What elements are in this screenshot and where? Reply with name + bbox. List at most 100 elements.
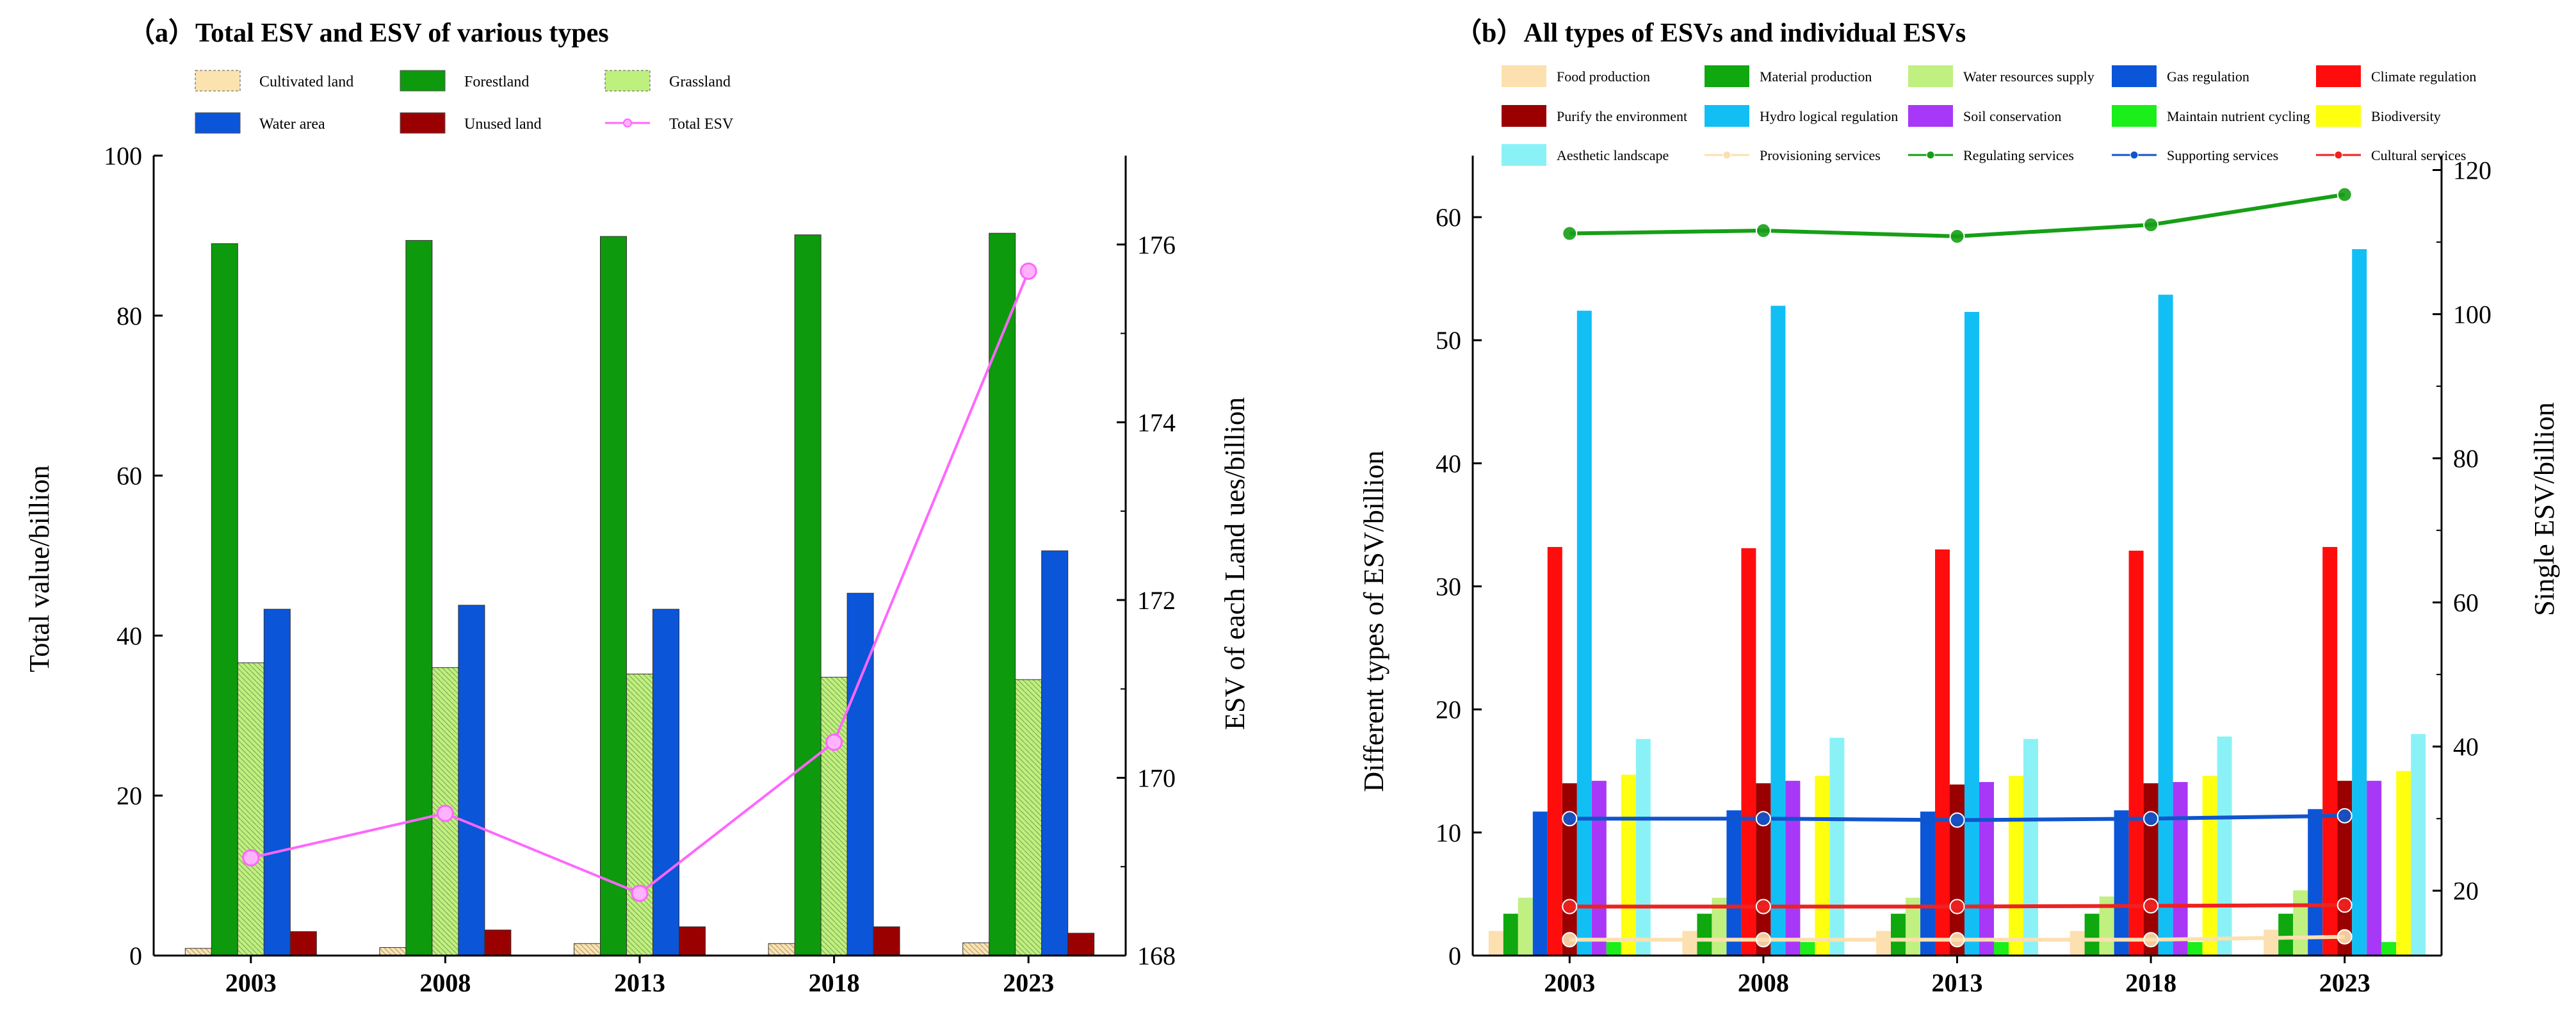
bar-food-production <box>2264 929 2279 956</box>
panel-a-y-tick-label: 60 <box>117 462 142 491</box>
bar-water-area <box>458 605 485 956</box>
panel-b-y2-tick-label: 80 <box>2453 444 2479 473</box>
panel-b-x-tick-label: 2013 <box>1932 968 1983 997</box>
legend-marker-cultural-services <box>2334 151 2343 159</box>
bar-hydro-logical-regulation <box>2158 295 2173 956</box>
bar-maintain-nutrient-cycling <box>1994 941 2009 956</box>
bar-forestland <box>794 234 822 956</box>
bar-soil-conservation <box>1785 781 1801 956</box>
bar-hatch-cultivated-land <box>768 943 795 956</box>
bar-purify-the-environment <box>1562 783 1577 956</box>
panel-b-x-tick-label: 2023 <box>2319 968 2370 997</box>
point-cultural-services <box>2143 898 2159 914</box>
bar-aesthetic-landscape <box>1635 738 1651 956</box>
panel-a-y2-tick-label: 170 <box>1137 763 1176 792</box>
bar-unused-land <box>873 926 900 956</box>
panel-a-y-tick-label: 0 <box>129 941 142 970</box>
panel-a-y-tick-label: 100 <box>104 142 142 170</box>
legend-label-water-resources-supply: Water resources supply <box>1963 69 2094 85</box>
panel-a-bars <box>184 232 1095 956</box>
legend-swatch-purify-the-environment <box>1502 105 1546 127</box>
panel-b-y2-tick-label: 20 <box>2453 877 2479 906</box>
bar-food-production <box>1682 931 1697 956</box>
legend-swatch-hydro-logical-regulation <box>1705 105 1749 127</box>
point-cultural-services <box>1562 899 1578 915</box>
bar-aesthetic-landscape <box>2023 738 2038 956</box>
panel-b-service-esv: （b）All types of ESVs and individual ESVs… <box>1358 18 2560 997</box>
point-supporting-services <box>2143 811 2159 827</box>
legend-label-regulating-services: Regulating services <box>1963 147 2074 163</box>
legend-swatch-gas-regulation <box>2112 65 2157 87</box>
panel-b-y2-axis-label: Single ESV/billion <box>2529 402 2560 616</box>
point-supporting-services <box>1562 811 1578 827</box>
legend-label-total-esv: Total ESV <box>669 116 734 133</box>
panel-a-x-tick-label: 2018 <box>809 968 860 997</box>
point-regulating-services <box>2337 186 2353 202</box>
panel-b-y-tick-label: 20 <box>1436 696 1461 724</box>
legend-label-grassland: Grassland <box>669 74 731 90</box>
point-total-esv <box>1019 262 1037 280</box>
legend-label-forestland: Forestland <box>464 74 529 90</box>
point-total-esv <box>242 849 260 867</box>
legend-label-supporting-services: Supporting services <box>2167 147 2278 163</box>
point-supporting-services <box>1949 812 1965 828</box>
panel-a-axes: 0 20 40 60 80 100 168 170 172 174 176 2003 2008 2013 2… <box>104 142 1176 997</box>
bar-biodiversity <box>1621 774 1636 956</box>
bar-hatch-cultivated-land <box>185 948 212 956</box>
bar-water-resources-supply <box>1518 897 1533 956</box>
bar-hydro-logical-regulation <box>2352 249 2367 956</box>
bar-maintain-nutrient-cycling <box>2187 941 2203 956</box>
point-regulating-services <box>1949 229 1965 245</box>
panel-b-axes: 0 10 20 30 40 50 60 20 40 60 80 100 120 2003 2008 2013 2… <box>1436 156 2491 997</box>
legend-swatch-biodiversity <box>2316 105 2361 127</box>
bar-soil-conservation <box>1591 781 1607 956</box>
bar-climate-regulation <box>1741 548 1756 956</box>
legend-label-climate-regulation: Climate regulation <box>2371 69 2476 85</box>
bar-soil-conservation <box>1979 782 1994 956</box>
legend-swatch-grassland <box>604 70 651 92</box>
bar-unused-land <box>289 931 317 956</box>
legend-label-unused-land: Unused land <box>464 116 542 133</box>
bar-climate-regulation <box>2322 547 2338 956</box>
bar-material-production <box>1697 913 1712 956</box>
panel-b-y-tick-label: 0 <box>1448 941 1461 970</box>
bar-soil-conservation <box>2173 782 2188 956</box>
panel-b-y2-tick-label: 60 <box>2453 589 2479 617</box>
bar-hatch-grassland <box>1015 680 1042 956</box>
bar-aesthetic-landscape <box>1829 737 1845 956</box>
legend-label-biodiversity: Biodiversity <box>2371 108 2441 124</box>
bar-water-area <box>1041 550 1069 956</box>
legend-label-purify-the-environment: Purify the environment <box>1557 108 1687 124</box>
point-supporting-services <box>1755 811 1771 827</box>
panel-a-y-tick-label: 40 <box>117 621 142 650</box>
legend-label-aesthetic-landscape: Aesthetic landscape <box>1557 147 1669 163</box>
point-total-esv <box>825 733 843 751</box>
panel-b-x-tick-label: 2008 <box>1738 968 1789 997</box>
legend-marker-provisioning-services <box>1722 151 1731 159</box>
panel-b-y-tick-label: 40 <box>1436 449 1461 478</box>
bar-maintain-nutrient-cycling <box>1606 941 1621 956</box>
panel-b-y-tick-label: 50 <box>1436 326 1461 355</box>
bar-water-area <box>847 592 874 956</box>
legend-label-material-production: Material production <box>1760 69 1872 85</box>
panel-a-x-tick-label: 2023 <box>1003 968 1054 997</box>
bar-aesthetic-landscape <box>2217 736 2232 956</box>
bar-gas-regulation <box>1726 810 1742 956</box>
bar-water-area <box>652 608 679 956</box>
legend-label-maintain-nutrient-cycling: Maintain nutrient cycling <box>2167 108 2310 124</box>
panel-b-x-tick-label: 2003 <box>1544 968 1595 997</box>
bar-purify-the-environment <box>1756 783 1771 956</box>
point-provisioning-services <box>1949 932 1965 948</box>
legend-swatch-soil-conservation <box>1908 105 1953 127</box>
bar-gas-regulation <box>1920 811 1935 956</box>
legend-swatch-climate-regulation <box>2316 65 2361 87</box>
bar-gas-regulation <box>1532 811 1548 956</box>
bar-unused-land <box>1067 933 1095 956</box>
panel-a-y2-tick-label: 168 <box>1137 941 1176 970</box>
panel-b-y2-tick-label: 120 <box>2453 156 2491 185</box>
bar-purify-the-environment <box>1950 784 1964 956</box>
bar-water-resources-supply <box>2293 890 2308 956</box>
bar-forestland <box>989 232 1016 956</box>
panel-a-x-tick-label: 2003 <box>225 968 277 997</box>
legend-label-food-production: Food production <box>1557 69 1650 85</box>
